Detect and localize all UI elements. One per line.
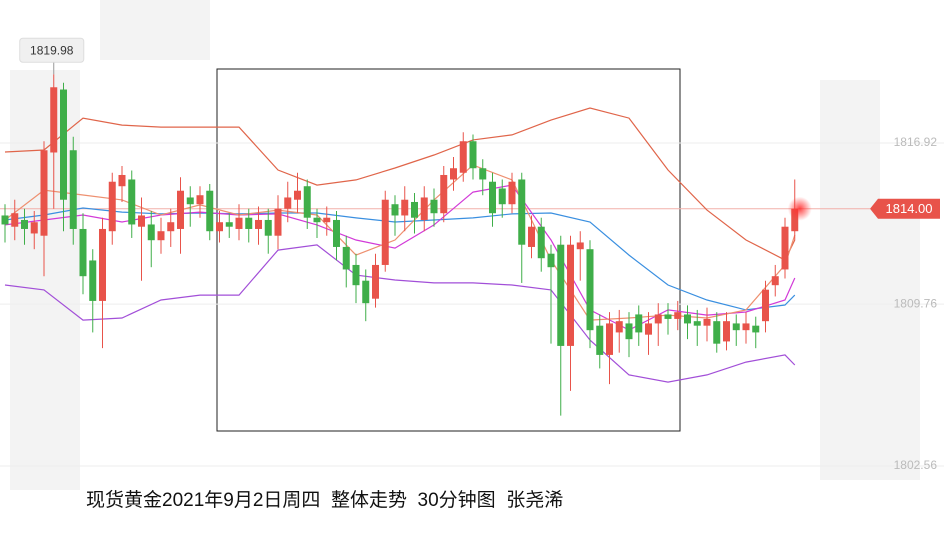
watermark — [10, 0, 920, 490]
candle-body — [742, 323, 750, 331]
candle-body — [664, 314, 672, 319]
candle-body — [615, 321, 623, 333]
y-tick-label: 1802.56 — [894, 458, 938, 472]
candle-body — [654, 314, 662, 324]
candle-body — [430, 199, 438, 214]
candle-body — [440, 174, 448, 214]
candle-body — [713, 321, 721, 344]
candle-body — [450, 168, 457, 180]
candle-body — [762, 289, 769, 322]
y-tick-label: 1816.92 — [894, 135, 938, 149]
candle-body — [89, 260, 97, 301]
last-price-label: 1814.00 — [886, 201, 933, 216]
candle-body — [186, 197, 194, 205]
chart-title: 现货黄金2021年9月2日周四 整体走势 30分钟图 张尧浠 — [86, 489, 563, 511]
highlight-box — [216, 68, 681, 432]
candle-body — [567, 244, 574, 346]
candle-body — [537, 226, 545, 259]
candle-body — [352, 264, 360, 286]
candle-body — [128, 179, 136, 225]
candle-body — [625, 323, 633, 340]
candle-body — [138, 215, 145, 227]
candle-body — [479, 168, 487, 180]
candle-body — [313, 217, 321, 223]
candle-body — [606, 323, 613, 355]
indicator-line — [4, 244, 796, 383]
candle-body — [206, 190, 214, 232]
candle-body — [489, 181, 496, 214]
candle-body — [781, 226, 789, 270]
candle-body — [401, 199, 409, 216]
y-tick-label: 1809.76 — [894, 296, 938, 310]
candle-body — [147, 224, 155, 241]
high-marker-box — [19, 37, 85, 63]
candle-body — [60, 89, 67, 200]
candle-body — [381, 199, 389, 265]
last-price-tag — [870, 198, 940, 219]
candle-body — [362, 280, 370, 304]
last-price-glow — [787, 196, 812, 221]
candle-body — [21, 219, 28, 229]
candle-body — [391, 204, 399, 216]
candle-body — [274, 208, 282, 236]
candle-body — [459, 141, 467, 173]
candle-body — [40, 150, 48, 236]
candle-body — [411, 201, 418, 218]
candle-body — [771, 276, 779, 286]
candle-body — [693, 321, 701, 326]
candle-body — [703, 318, 711, 326]
candle-body — [645, 323, 652, 335]
candle-body — [1, 215, 9, 225]
candle-body — [235, 217, 243, 229]
candle-body — [264, 219, 272, 236]
candle-body — [508, 181, 516, 205]
candle-body — [99, 228, 106, 301]
candle-body — [284, 197, 292, 209]
candle-body — [333, 219, 340, 247]
candle-body — [118, 174, 126, 187]
candle-body — [294, 190, 301, 200]
candle-body — [469, 141, 477, 169]
candle-body — [177, 190, 184, 229]
candle-body — [723, 321, 730, 342]
candle-body — [11, 213, 19, 227]
candle-body — [323, 217, 331, 223]
candle-body — [791, 208, 799, 232]
candle-body — [635, 314, 643, 333]
candle-body — [157, 231, 165, 241]
indicator-line — [4, 107, 796, 261]
candle-body — [596, 325, 604, 355]
candle-body — [372, 264, 379, 299]
candle-body — [30, 222, 38, 234]
candle-body — [245, 217, 253, 229]
candle-body — [196, 195, 204, 205]
candle-body — [108, 181, 116, 232]
candle-body — [518, 179, 526, 245]
candle-body — [674, 312, 682, 319]
candle-body — [216, 222, 223, 232]
candle-body — [79, 228, 87, 277]
candle-body — [69, 150, 77, 229]
candle-body — [586, 249, 594, 331]
candle-body — [342, 246, 350, 270]
high-marker-label: 1819.98 — [30, 43, 74, 57]
candle-body — [576, 242, 584, 250]
candle-body — [557, 244, 565, 346]
candle-body — [547, 253, 555, 268]
candle-body — [732, 323, 740, 331]
candle-body — [528, 226, 535, 247]
candle-body — [420, 197, 428, 220]
candle-body — [303, 186, 311, 218]
candle-body — [752, 325, 760, 333]
candle-body — [684, 314, 691, 324]
candle-body — [50, 87, 58, 153]
candle-body — [167, 222, 175, 232]
candle-body — [225, 222, 233, 227]
candle-body — [498, 188, 506, 205]
candle-body — [255, 219, 262, 229]
